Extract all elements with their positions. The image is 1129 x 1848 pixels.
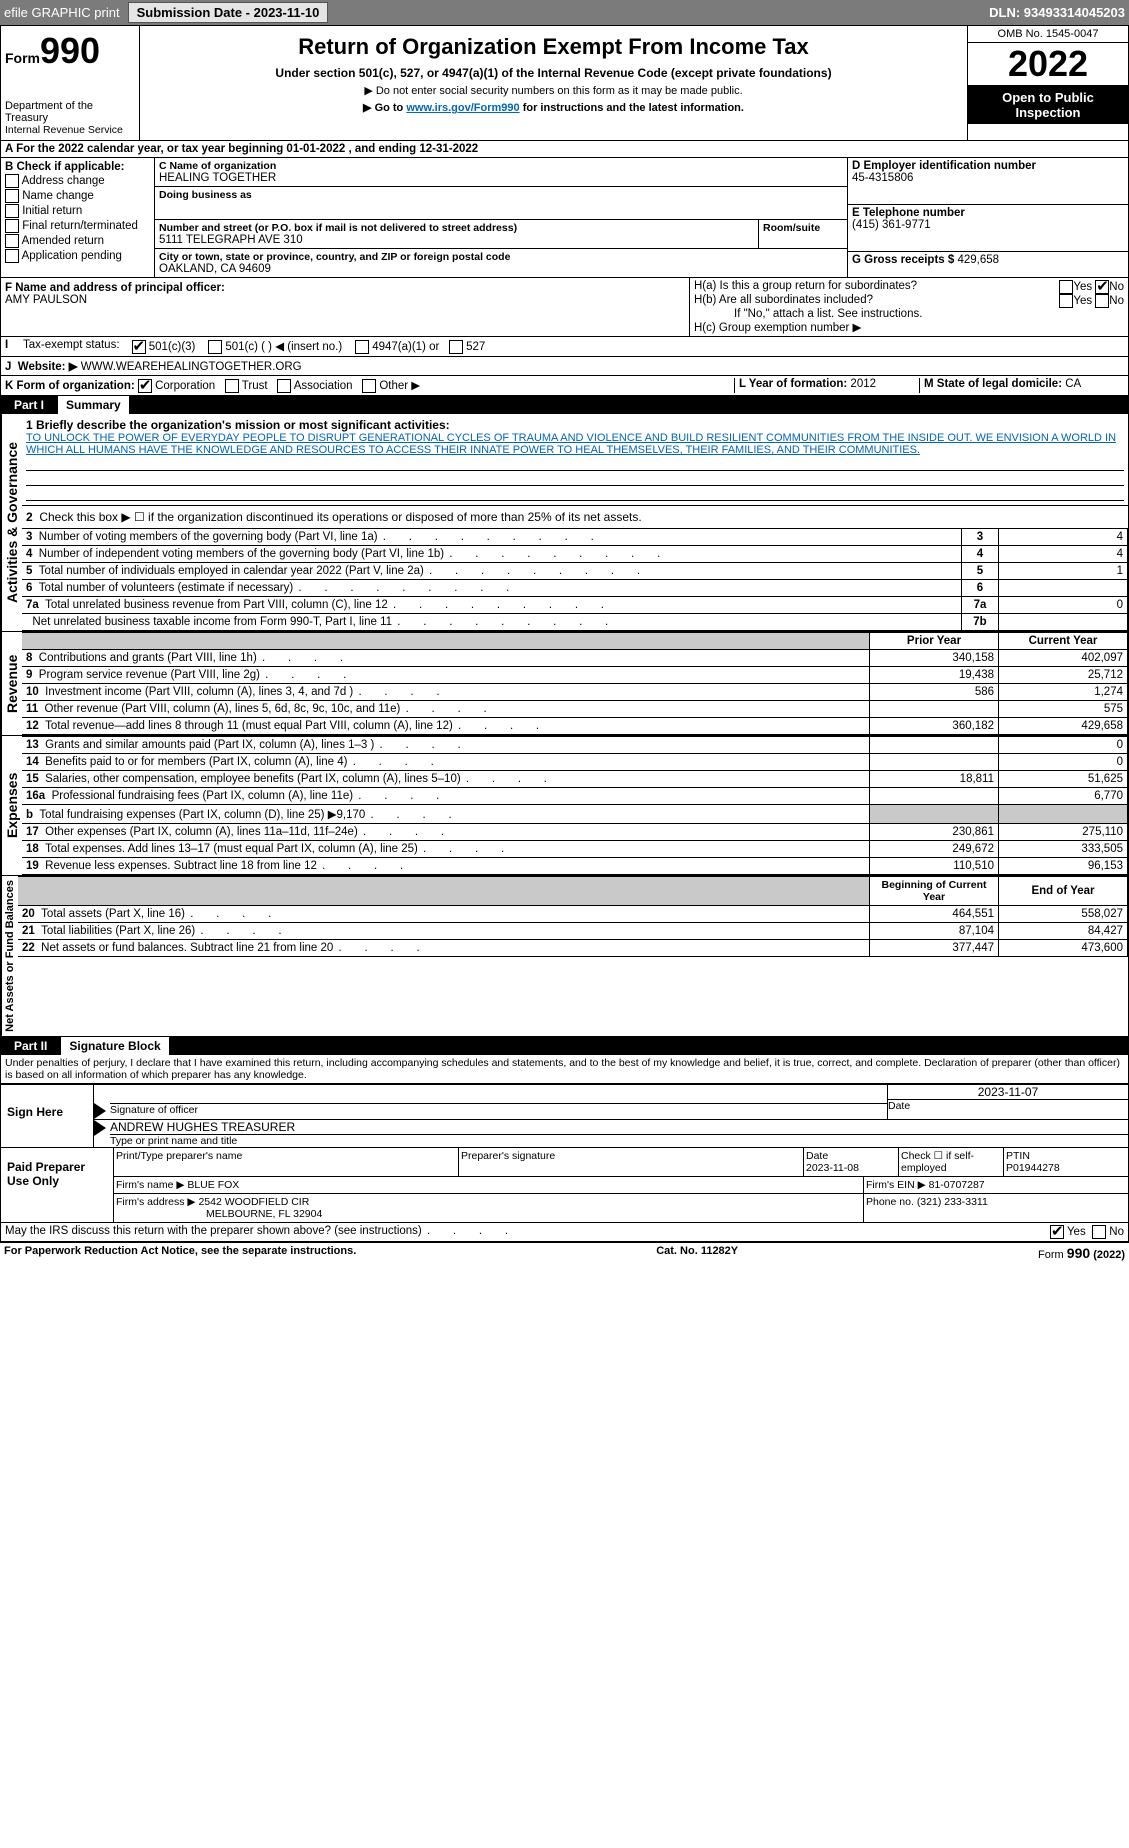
form-header: Form990 Department of the Treasury Inter… — [0, 25, 1129, 141]
principal-officer: AMY PAULSON — [5, 294, 685, 306]
irs-label: Internal Revenue Service — [5, 124, 135, 136]
website: WWW.WEAREHEALINGTOGETHER.ORG — [81, 361, 302, 373]
identity-block: B Check if applicable: Address change Na… — [0, 158, 1129, 278]
check-amended-return[interactable]: Amended return — [5, 234, 150, 248]
netassets-block: Net Assets or Fund Balances Beginning of… — [0, 876, 1129, 1037]
header-left: Form990 Department of the Treasury Inter… — [1, 26, 140, 140]
irs-link[interactable]: www.irs.gov/Form990 — [406, 102, 519, 114]
check-trust[interactable] — [225, 379, 239, 393]
check-initial-return[interactable]: Initial return — [5, 204, 150, 218]
part-2-header: Part II Signature Block — [0, 1037, 1129, 1055]
omb-number: OMB No. 1545-0047 — [968, 26, 1128, 43]
check-4947[interactable] — [355, 340, 369, 354]
perjury-declaration: Under penalties of perjury, I declare th… — [0, 1055, 1129, 1085]
check-application-pending[interactable]: Application pending — [5, 249, 150, 263]
check-association[interactable] — [277, 379, 291, 393]
check-corporation[interactable] — [138, 379, 152, 393]
expenses-table: 13 Grants and similar amounts paid (Part… — [22, 736, 1128, 875]
preparer-phone: (321) 233-3311 — [917, 1196, 988, 1208]
discuss-yes[interactable] — [1050, 1225, 1064, 1239]
revenue-table: Prior Year Current Year 8 Contributions … — [22, 632, 1128, 735]
discuss-no[interactable] — [1092, 1225, 1106, 1239]
ein: 45-4315806 — [852, 172, 1124, 184]
check-501c[interactable] — [208, 340, 222, 354]
officer-name: ANDREW HUGHES TREASURER — [110, 1120, 1128, 1135]
right-id-block: D Employer identification number 45-4315… — [847, 158, 1128, 277]
revenue-block: Revenue Prior Year Current Year 8 Contri… — [0, 632, 1129, 736]
gross-receipts: 429,658 — [957, 254, 999, 266]
org-name: HEALING TOGETHER — [159, 172, 843, 184]
tax-year: 2022 — [968, 43, 1128, 86]
check-if-applicable: B Check if applicable: Address change Na… — [1, 158, 155, 277]
h-a: H(a) Is this a group return for subordin… — [694, 280, 1124, 294]
submission-date-button[interactable]: Submission Date - 2023-11-10 — [128, 2, 329, 23]
form-note-2: ▶ Go to www.irs.gov/Form990 for instruct… — [144, 101, 963, 114]
form-title: Return of Organization Exempt From Incom… — [144, 34, 963, 60]
period-line: A For the 2022 calendar year, or tax yea… — [0, 141, 1129, 158]
check-final-return[interactable]: Final return/terminated — [5, 219, 150, 233]
form-number: Form990 — [5, 30, 135, 72]
check-other[interactable] — [362, 379, 376, 393]
tax-exempt-row: I Tax-exempt status: 501(c)(3) 501(c) ( … — [0, 337, 1129, 357]
efile-label: efile GRAPHIC print — [4, 5, 120, 20]
phone: (415) 361-9771 — [852, 219, 1124, 231]
check-501c3[interactable] — [132, 340, 146, 354]
website-row: J Website: ▶ WWW.WEAREHEALINGTOGETHER.OR… — [0, 357, 1129, 376]
activities-governance: Activities & Governance 1 Briefly descri… — [0, 414, 1129, 632]
firm-ein: 81-0707287 — [929, 1179, 985, 1191]
header-right: OMB No. 1545-0047 2022 Open to Public In… — [968, 26, 1128, 140]
signature-arrow-icon — [94, 1103, 106, 1119]
expenses-block: Expenses 13 Grants and similar amounts p… — [0, 736, 1129, 876]
check-527[interactable] — [449, 340, 463, 354]
form-subtitle: Under section 501(c), 527, or 4947(a)(1)… — [144, 66, 963, 80]
dept-treasury: Department of the Treasury — [5, 100, 135, 124]
check-name-change[interactable]: Name change — [5, 189, 150, 203]
sign-here-block: Sign Here Signature of officer 2023-11-0… — [0, 1085, 1129, 1148]
page-footer: For Paperwork Reduction Act Notice, see … — [0, 1243, 1129, 1263]
h-b: H(b) Are all subordinates included? Yes … — [694, 294, 1124, 308]
form-note-1: ▶ Do not enter social security numbers o… — [144, 84, 963, 97]
discuss-row: May the IRS discuss this return with the… — [0, 1223, 1129, 1243]
fh-block: F Name and address of principal officer:… — [0, 278, 1129, 337]
open-to-public: Open to Public Inspection — [968, 86, 1128, 124]
h-c: H(c) Group exemption number ▶ — [694, 320, 1124, 334]
check-address-change[interactable]: Address change — [5, 174, 150, 188]
street-address: 5111 TELEGRAPH AVE 310 — [159, 234, 754, 246]
ptin: P01944278 — [1006, 1162, 1126, 1174]
paid-preparer-block: Paid Preparer Use Only Print/Type prepar… — [0, 1148, 1129, 1223]
part-1-header: Part I Summary — [0, 396, 1129, 414]
klm-row: K Form of organization: Corporation Trus… — [0, 376, 1129, 396]
name-address-cell: C Name of organization HEALING TOGETHER … — [155, 158, 847, 277]
mission-text: TO UNLOCK THE POWER OF EVERYDAY PEOPLE T… — [26, 432, 1124, 456]
city-state-zip: OAKLAND, CA 94609 — [159, 263, 843, 275]
netassets-table: Beginning of Current Year End of Year 20… — [18, 876, 1128, 957]
signature-arrow-icon — [94, 1120, 106, 1136]
efile-topbar: efile GRAPHIC print Submission Date - 20… — [0, 0, 1129, 25]
header-title-block: Return of Organization Exempt From Incom… — [140, 26, 968, 140]
dln-label: DLN: 93493314045203 — [989, 5, 1125, 20]
firm-name: BLUE FOX — [187, 1179, 239, 1191]
governance-table: 3 Number of voting members of the govern… — [22, 528, 1128, 631]
